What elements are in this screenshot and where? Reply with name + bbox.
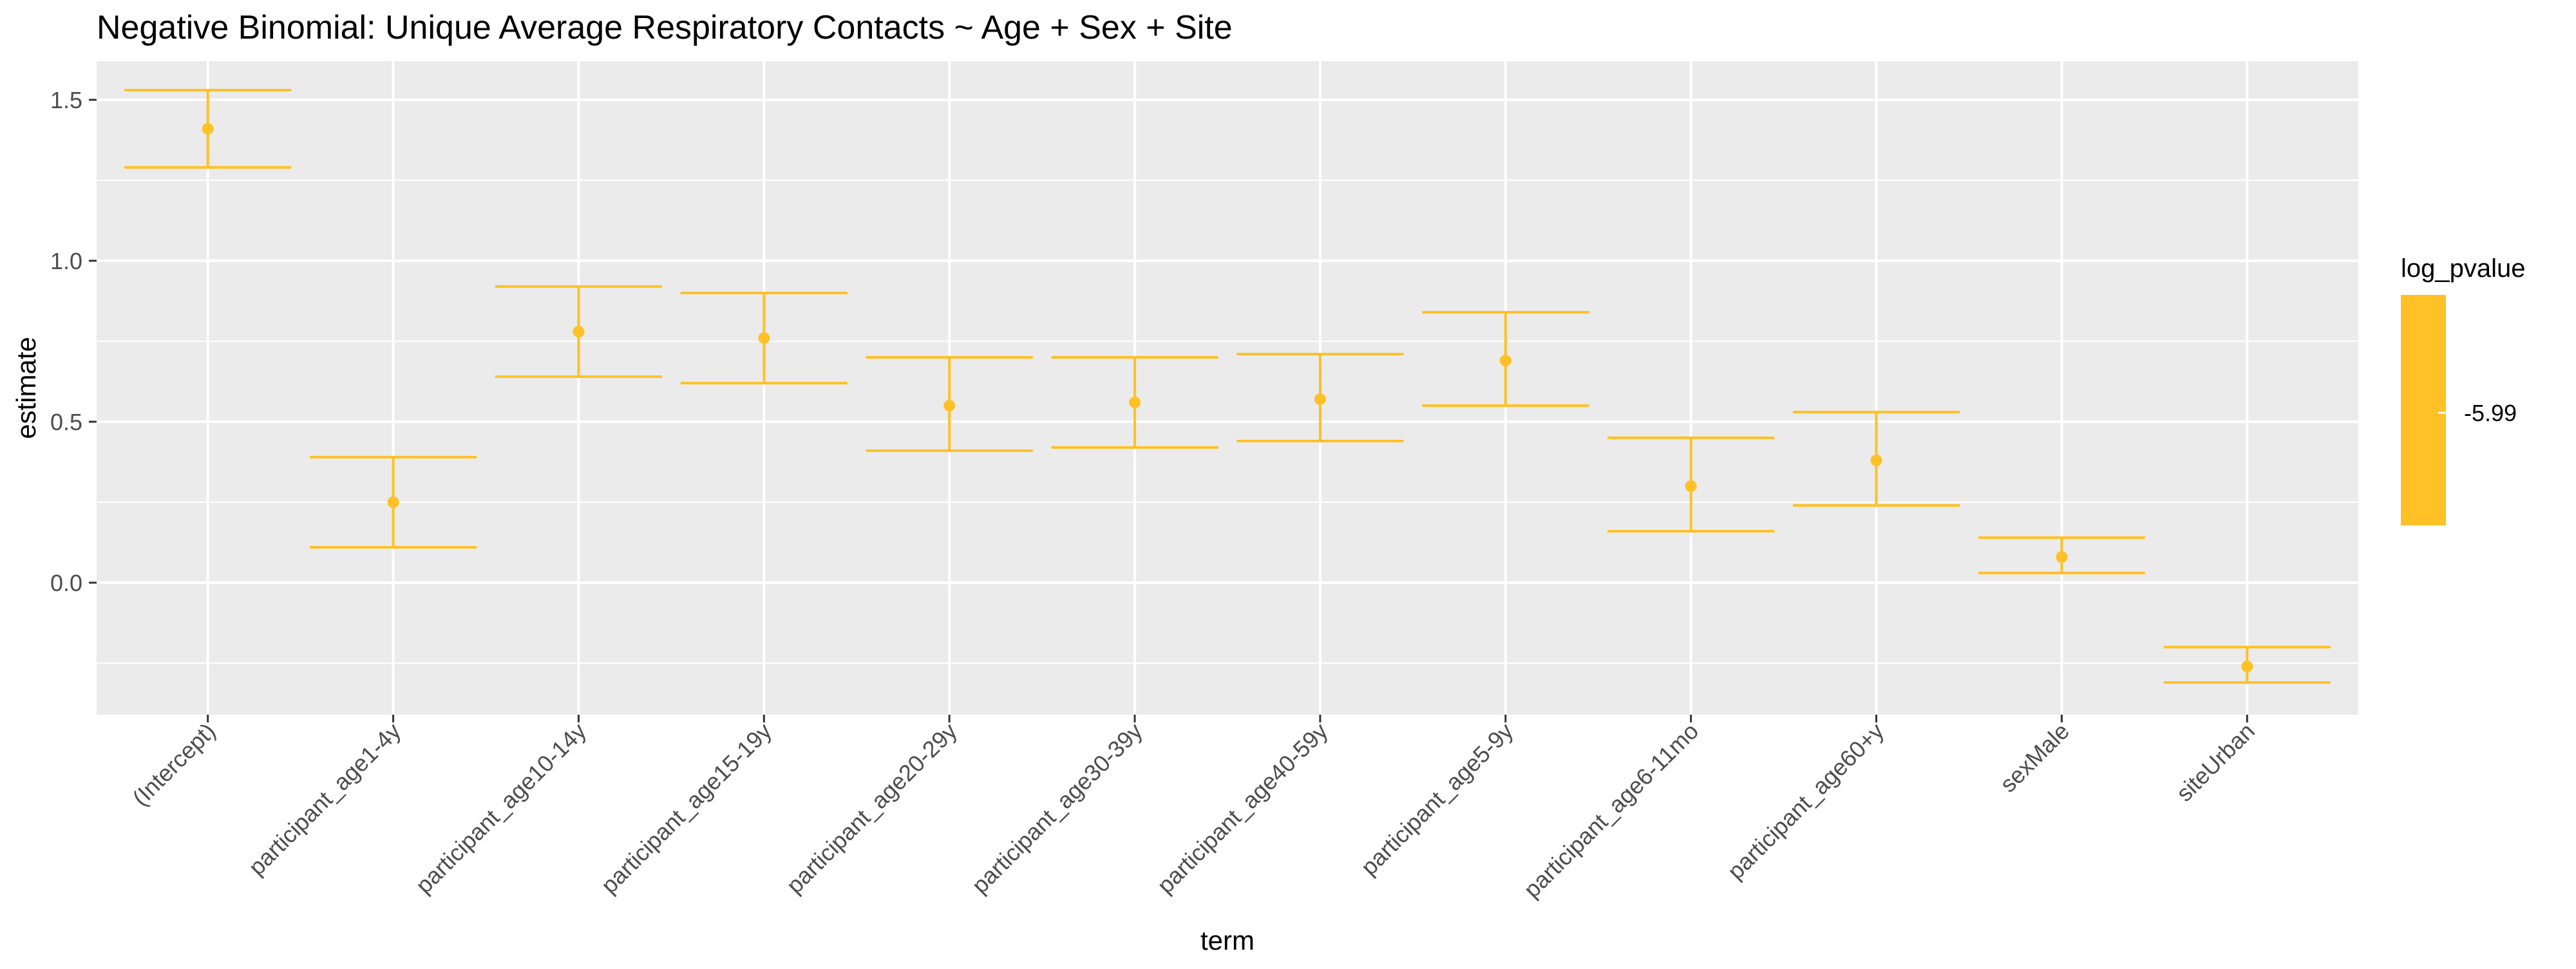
errorbar-group [310, 456, 477, 549]
estimate-point [758, 332, 770, 344]
y-tick-label: 1.0 [50, 248, 82, 274]
errorbar-group [866, 356, 1033, 452]
chart-marks [124, 89, 2331, 684]
legend-title: log_pvalue [2401, 254, 2526, 283]
estimate-point [1685, 480, 1697, 492]
errorbar-group [124, 89, 292, 169]
estimate-point [943, 400, 956, 411]
chart-title: Negative Binomial: Unique Average Respir… [97, 9, 1233, 46]
legend: log_pvalue -5.99 [2401, 254, 2526, 525]
errorbar-group [1978, 536, 2145, 574]
estimate-point [202, 123, 214, 135]
errorbar-group [1607, 437, 1775, 532]
errorbar-group [495, 285, 662, 378]
estimate-point [2056, 551, 2068, 563]
estimate-point [1870, 455, 1882, 466]
y-axis: 0.0 0.5 1.0 1.5 [50, 87, 97, 596]
legend-tick-label: -5.99 [2464, 400, 2517, 426]
plot-panel [97, 61, 2358, 715]
errorbar-group [1236, 353, 1404, 442]
estimate-point [1314, 393, 1326, 405]
errorbar-group [2163, 646, 2331, 684]
estimate-point [573, 326, 585, 337]
legend-colorbar [2401, 295, 2446, 525]
y-axis-label: estimate [11, 337, 41, 439]
estimate-point [1129, 397, 1141, 408]
estimate-point [2241, 661, 2253, 672]
y-tick-label: 1.5 [50, 87, 82, 113]
estimate-point [1499, 355, 1511, 366]
estimate-point [387, 496, 399, 508]
x-axis-label: term [1200, 925, 1255, 955]
errorbar-group [1793, 411, 1960, 507]
errorbar-group [680, 292, 848, 384]
errorbar-group [1422, 311, 1589, 407]
y-tick-label: 0.5 [50, 409, 82, 435]
errorbar-group [1051, 356, 1218, 449]
y-tick-label: 0.0 [50, 570, 82, 596]
